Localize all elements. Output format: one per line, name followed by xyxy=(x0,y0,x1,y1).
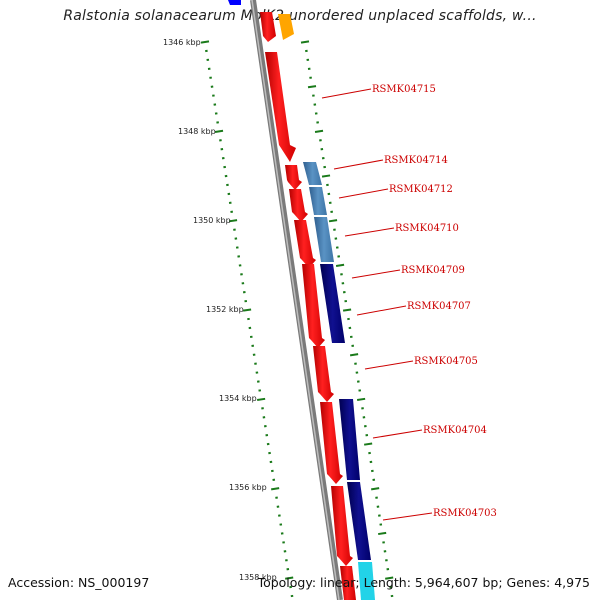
gene-label: RSMK04705 xyxy=(414,356,478,367)
right-tick-ruler xyxy=(300,40,394,598)
red-gene-arrow xyxy=(313,346,334,402)
gene-label: RSMK04710 xyxy=(395,223,459,234)
gene-label: RSMK04703 xyxy=(433,508,497,519)
feature-track[interactable] xyxy=(303,162,375,600)
red-gene-arrow xyxy=(265,52,296,162)
major-tick xyxy=(214,129,224,133)
major-tick xyxy=(356,397,366,402)
major-tick xyxy=(228,219,238,223)
major-tick xyxy=(371,487,380,491)
red-gene-arrow xyxy=(331,486,353,566)
red-gene-arrow xyxy=(285,165,302,190)
red-gene-arrow xyxy=(294,220,316,268)
axis-tick-label: 1356 kbp xyxy=(229,483,267,492)
red-feature-top[interactable] xyxy=(260,12,276,42)
genome-backbone xyxy=(250,0,343,600)
gene-label-lines xyxy=(321,88,433,521)
major-tick xyxy=(256,397,266,402)
forward-strand-genes[interactable] xyxy=(265,52,356,600)
major-tick xyxy=(242,308,252,312)
major-tick xyxy=(335,263,345,267)
steelblue-block xyxy=(303,162,322,185)
gene-label: RSMK04704 xyxy=(423,425,487,436)
cyan-block xyxy=(358,562,375,600)
gene-labels[interactable]: RSMK04715 RSMK04714 RSMK04712 RSMK04710 … xyxy=(372,84,497,519)
major-tick xyxy=(363,442,373,446)
gene-label: RSMK04709 xyxy=(401,265,465,276)
red-gene-arrow xyxy=(320,402,343,484)
genome-summary-text: Topology: linear; Length: 5,964,607 bp; … xyxy=(257,575,590,590)
red-gene-arrow xyxy=(302,264,325,348)
axis-tick-label: 1346 kbp xyxy=(163,38,201,47)
axis-tick-label: 1358 kbp xyxy=(239,573,277,582)
major-tick xyxy=(307,85,317,89)
major-tick xyxy=(385,576,394,580)
gene-label: RSMK04707 xyxy=(407,301,471,312)
axis-tick-label: 1354 kbp xyxy=(219,394,257,403)
major-tick xyxy=(285,576,294,580)
red-gene-arrow xyxy=(340,566,356,600)
axis-tick-label: 1348 kbp xyxy=(178,127,216,136)
accession-text: Accession: NS_000197 xyxy=(8,575,150,590)
major-tick xyxy=(314,129,324,133)
gene-label: RSMK04715 xyxy=(372,84,436,95)
axis-labels: 1346 kbp 1348 kbp 1350 kbp 1352 kbp 1354… xyxy=(163,38,277,582)
gene-label: RSMK04714 xyxy=(384,155,448,166)
major-tick xyxy=(300,40,310,44)
axis-tick-label: 1352 kbp xyxy=(206,305,244,314)
major-tick xyxy=(328,219,338,223)
major-tick xyxy=(321,174,331,178)
gene-label: RSMK04712 xyxy=(389,184,453,195)
major-tick xyxy=(378,531,387,536)
major-tick xyxy=(271,487,280,491)
major-tick xyxy=(200,40,210,44)
major-tick xyxy=(349,353,359,357)
red-gene-arrow xyxy=(289,189,308,222)
steelblue-block xyxy=(314,217,334,262)
orange-feature-top[interactable] xyxy=(278,14,294,40)
navy-block xyxy=(347,482,371,560)
map-title: Ralstonia solanacearum MolK2 unordered u… xyxy=(63,8,537,24)
axis-tick-label: 1350 kbp xyxy=(193,216,231,225)
left-tick-ruler xyxy=(200,40,294,598)
steelblue-block xyxy=(309,187,327,215)
navy-block xyxy=(320,264,345,343)
blue-feature-top[interactable] xyxy=(228,0,241,5)
major-tick xyxy=(342,308,352,312)
navy-block xyxy=(339,399,360,480)
